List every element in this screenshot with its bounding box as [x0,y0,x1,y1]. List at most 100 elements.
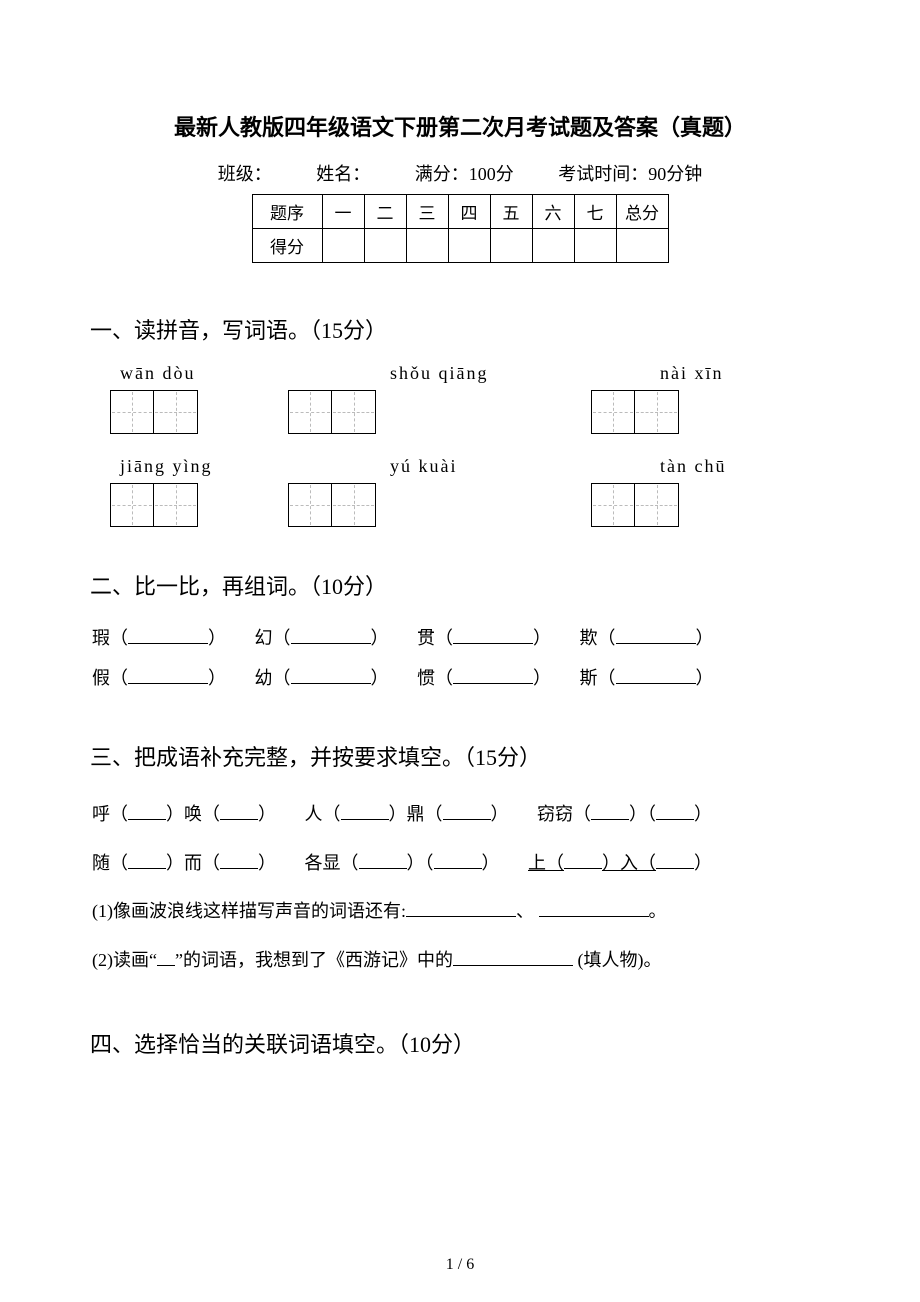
s3-text: 随（ [92,853,128,873]
blank [128,851,166,869]
s3-text: 呼（ [92,804,128,824]
blank [359,851,407,869]
th-1: 一 [322,195,364,229]
s3-q1-text: (1)像画波浪线这样描写声音的词语还有: [92,901,406,921]
section3-head: 三、把成语补充完整，并按要求填空。（15分） [90,740,830,772]
s2-text: ） [696,628,714,648]
pinyin-cell: wān dòu [120,363,260,384]
th-total: 总分 [616,195,668,229]
pinyin-row: wān dòu shǒu qiāng nài xīn [120,363,830,384]
pinyin-cell: shǒu qiāng [390,363,530,384]
pinyin-row: jiāng yìng yú kuài tàn chū [120,456,830,477]
s3-text-underlined: 上（ [528,853,564,873]
char-box [591,483,635,527]
blank [406,899,516,917]
td-blank [490,229,532,263]
char-box [332,483,376,527]
char-box-pair [288,483,376,527]
blank [128,666,208,684]
s2-text: ） [371,628,389,648]
char-boxes-row [110,483,830,527]
blank [291,666,371,684]
s2-line: 瑕（） 幻（） 贯（） 欺（） [92,619,830,659]
s2-text: 幻（ [255,628,291,648]
char-boxes-row [110,390,830,434]
blank [341,802,389,820]
td-blank [616,229,668,263]
class-label: 班级： [218,164,272,184]
s3-text: ） [258,853,276,873]
s2-text: ） [696,668,714,688]
char-box-pair [591,483,679,527]
table-row: 得分 [252,229,668,263]
s3-text: ）唤（ [166,804,220,824]
pinyin-cell: yú kuài [390,456,530,477]
s2-text: ） [533,668,551,688]
s2-text: 假（ [92,668,128,688]
s2-text: 斯（ [580,668,616,688]
s3-q1-sep: 、 [516,901,534,921]
s3-text: ） [694,853,712,873]
th-6: 六 [532,195,574,229]
td-blank [364,229,406,263]
s3-q1: (1)像画波浪线这样描写声音的词语还有:、 。 [92,887,830,936]
th-4: 四 [448,195,490,229]
char-box [154,483,198,527]
s2-text: 瑕（ [92,628,128,648]
s2-text: ） [371,668,389,688]
td-blank [448,229,490,263]
s2-text: ） [533,628,551,648]
th-7: 七 [574,195,616,229]
s2-text: 惯（ [417,668,453,688]
s3-text: ）而（ [166,853,220,873]
blank [656,851,694,869]
char-box [288,483,332,527]
char-box-pair [591,390,679,434]
char-box [110,390,154,434]
char-box [110,483,154,527]
char-box [635,390,679,434]
s3-text: 人（ [305,804,341,824]
th-seq: 题序 [252,195,322,229]
blank [616,626,696,644]
blank [220,851,258,869]
s3-line: 呼（）唤（） 人（）鼎（） 窃窃（）（） [92,790,830,839]
blank [128,802,166,820]
blank [434,851,482,869]
meta-row: 班级： 姓名： 满分：100分 考试时间：90分钟 [90,160,830,186]
s3-text: ） [482,853,500,873]
char-box [591,390,635,434]
s3-text: ） [258,804,276,824]
td-blank [322,229,364,263]
s3-text: ） [491,804,509,824]
s2-text: 幼（ [255,668,291,688]
s3-line: 随（ ）而（ ） 各显（ ）（ ） 上（ ）入（ ） [92,839,830,888]
char-box [154,390,198,434]
blank [157,948,175,966]
doc-title: 最新人教版四年级语文下册第二次月考试题及答案（真题） [90,110,830,142]
full-score-label: 满分：100分 [415,164,514,184]
blank [591,802,629,820]
td-blank [574,229,616,263]
pinyin-cell: jiāng yìng [120,456,260,477]
th-2: 二 [364,195,406,229]
table-row: 题序 一 二 三 四 五 六 七 总分 [252,195,668,229]
s3-text: ）（ [407,853,434,873]
blank [128,626,208,644]
char-box [332,390,376,434]
td-score-label: 得分 [252,229,322,263]
s2-text: 贯（ [417,628,453,648]
s2-text: ） [208,628,226,648]
blank [453,948,573,966]
s3-text: 各显（ [305,853,359,873]
s3-text-underlined: ）入（ [602,853,656,873]
td-blank [406,229,448,263]
page-number: 1 / 6 [0,1256,920,1274]
char-box [288,390,332,434]
char-box-pair [110,483,198,527]
s3-text: ）鼎（ [389,804,443,824]
blank [616,666,696,684]
blank [291,626,371,644]
blank [443,802,491,820]
s3-q2-b: ”的词语，我想到了《西游记》中的 [175,950,453,970]
